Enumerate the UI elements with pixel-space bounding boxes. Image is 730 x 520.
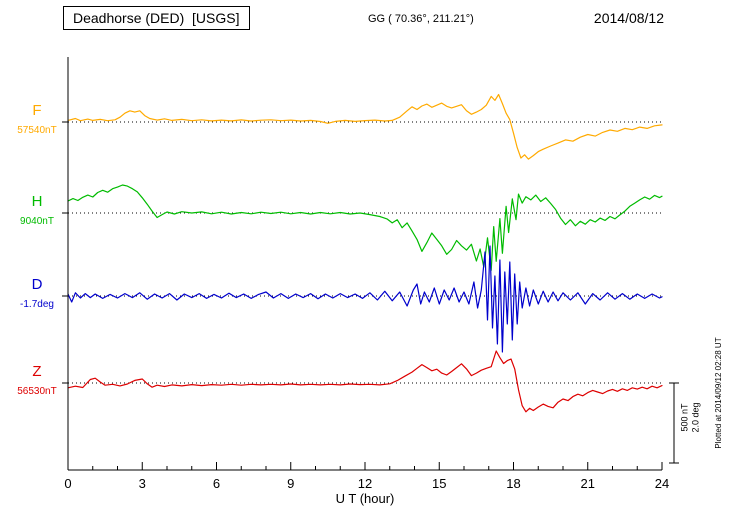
- trace-Z: [67, 350, 663, 413]
- x-tick-label: 24: [655, 476, 669, 491]
- channel-label-f: F 57540nT: [6, 103, 68, 136]
- x-tick-label: 18: [506, 476, 520, 491]
- channel-baseline-f: 57540nT: [17, 125, 57, 136]
- channel-baseline-z: 56530nT: [17, 386, 57, 397]
- x-tick-label: 6: [213, 476, 220, 491]
- x-tick-label: 12: [358, 476, 372, 491]
- x-axis-label: U T (hour): [335, 491, 395, 506]
- scale-bar-nt-label: 500 nT: [679, 403, 690, 432]
- geographic-coordinates: GG ( 70.36°, 211.21°): [368, 13, 474, 25]
- channel-letter-h: H: [31, 193, 43, 210]
- channel-letter-z: Z: [32, 363, 42, 380]
- station-title: Deadhorse (DED) [USGS]: [63, 6, 250, 30]
- channel-letter-f: F: [32, 102, 42, 119]
- x-tick-label: 0: [64, 476, 71, 491]
- x-tick-label: 3: [139, 476, 146, 491]
- trace-F: [67, 93, 663, 160]
- channel-label-d: D -1.7deg: [6, 277, 68, 310]
- channel-label-h: H 9040nT: [6, 194, 68, 227]
- channel-label-z: Z 56530nT: [6, 364, 68, 397]
- trace-H: [67, 184, 663, 271]
- x-tick-label: 9: [287, 476, 294, 491]
- channel-letter-d: D: [31, 276, 43, 293]
- scale-bar-deg-label: 2.0 deg: [690, 402, 701, 433]
- channel-baseline-d: -1.7deg: [20, 299, 54, 310]
- plotted-at-timestamp: Plotted at 2014/09/12 02:28 UT: [714, 337, 723, 449]
- channel-baseline-h: 9040nT: [20, 216, 54, 227]
- x-tick-label: 15: [432, 476, 446, 491]
- x-tick-label: 21: [581, 476, 595, 491]
- trace-D: [67, 245, 663, 353]
- plot-date: 2014/08/12: [593, 10, 664, 26]
